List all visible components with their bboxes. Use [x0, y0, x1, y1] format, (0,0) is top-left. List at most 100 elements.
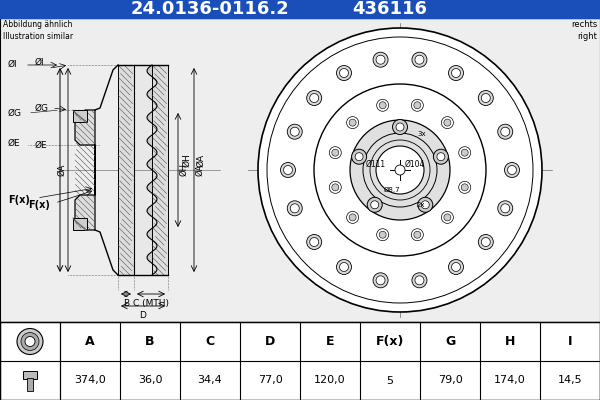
Text: Ø8,7: Ø8,7 — [383, 187, 400, 193]
Text: I: I — [568, 335, 572, 348]
Circle shape — [376, 276, 385, 285]
Circle shape — [481, 238, 490, 246]
Circle shape — [433, 149, 448, 164]
Circle shape — [414, 231, 421, 238]
Text: F(x): F(x) — [28, 200, 50, 210]
Circle shape — [498, 124, 513, 139]
Bar — [0, 18, 600, 322]
Circle shape — [340, 68, 349, 78]
Circle shape — [355, 153, 363, 161]
Circle shape — [310, 238, 319, 246]
Circle shape — [352, 149, 367, 164]
Circle shape — [414, 102, 421, 109]
Circle shape — [505, 162, 520, 178]
Circle shape — [290, 204, 299, 213]
Circle shape — [307, 90, 322, 106]
Bar — [118, 65, 134, 275]
Circle shape — [367, 197, 382, 212]
Circle shape — [452, 68, 461, 78]
Circle shape — [481, 94, 490, 102]
Text: Abbildung ähnlich
Illustration similar: Abbildung ähnlich Illustration similar — [3, 20, 73, 41]
Text: 79,0: 79,0 — [437, 376, 463, 386]
Text: ØI: ØI — [35, 58, 44, 66]
Bar — [0, 0, 600, 18]
Circle shape — [396, 123, 404, 131]
Circle shape — [508, 166, 517, 174]
Circle shape — [370, 140, 430, 200]
Circle shape — [376, 146, 424, 194]
Circle shape — [501, 204, 510, 213]
Text: rechts
right: rechts right — [571, 20, 597, 41]
Circle shape — [258, 28, 542, 312]
Circle shape — [449, 66, 464, 80]
Circle shape — [337, 260, 352, 274]
Bar — [152, 65, 168, 275]
Text: 174,0: 174,0 — [494, 376, 526, 386]
Circle shape — [444, 214, 451, 221]
Circle shape — [478, 234, 493, 250]
Circle shape — [307, 234, 322, 250]
Bar — [73, 110, 87, 122]
Text: ØH: ØH — [179, 164, 188, 176]
Text: C: C — [205, 335, 215, 348]
Circle shape — [329, 147, 341, 159]
Circle shape — [418, 197, 433, 212]
Circle shape — [337, 66, 352, 80]
Bar — [0, 322, 600, 400]
Text: ØG: ØG — [8, 108, 22, 118]
Text: ØE: ØE — [35, 140, 47, 150]
Circle shape — [268, 38, 532, 302]
Text: B: B — [123, 299, 129, 308]
Text: 3x: 3x — [417, 131, 425, 137]
Circle shape — [329, 181, 341, 193]
Circle shape — [347, 117, 359, 129]
Circle shape — [287, 201, 302, 216]
Text: ØH: ØH — [182, 153, 191, 167]
Bar — [27, 378, 33, 390]
Circle shape — [444, 119, 451, 126]
Circle shape — [437, 153, 445, 161]
Text: 374,0: 374,0 — [74, 376, 106, 386]
Circle shape — [501, 127, 510, 136]
Text: F(x): F(x) — [8, 195, 30, 205]
Circle shape — [442, 211, 454, 223]
Circle shape — [349, 214, 356, 221]
Circle shape — [376, 55, 385, 64]
Text: ØA: ØA — [195, 164, 204, 176]
Text: C (MTH): C (MTH) — [133, 299, 169, 308]
Circle shape — [478, 90, 493, 106]
Circle shape — [461, 184, 468, 191]
Circle shape — [412, 52, 427, 67]
Circle shape — [347, 211, 359, 223]
Circle shape — [332, 149, 339, 156]
Text: D: D — [140, 311, 146, 320]
Circle shape — [392, 120, 407, 134]
Circle shape — [267, 37, 533, 303]
Text: 2x: 2x — [417, 202, 425, 208]
Circle shape — [350, 120, 450, 220]
Circle shape — [25, 336, 35, 346]
Bar — [73, 218, 87, 230]
Text: G: G — [445, 335, 455, 348]
Circle shape — [363, 133, 437, 207]
Circle shape — [371, 201, 379, 209]
Circle shape — [340, 262, 349, 272]
Text: ØE: ØE — [8, 138, 20, 148]
Text: ØG: ØG — [35, 104, 49, 112]
Circle shape — [314, 84, 486, 256]
Circle shape — [332, 184, 339, 191]
Circle shape — [377, 229, 389, 241]
Text: 34,4: 34,4 — [197, 376, 223, 386]
Text: 120,0: 120,0 — [314, 376, 346, 386]
Circle shape — [377, 99, 389, 111]
Text: H: H — [505, 335, 515, 348]
Circle shape — [459, 147, 471, 159]
Text: F(x): F(x) — [376, 335, 404, 348]
Text: ATE: ATE — [271, 172, 389, 228]
Text: D: D — [265, 335, 275, 348]
Circle shape — [17, 328, 43, 354]
Circle shape — [449, 260, 464, 274]
Text: ØI: ØI — [8, 60, 17, 68]
Text: 77,0: 77,0 — [257, 376, 283, 386]
Circle shape — [373, 52, 388, 67]
